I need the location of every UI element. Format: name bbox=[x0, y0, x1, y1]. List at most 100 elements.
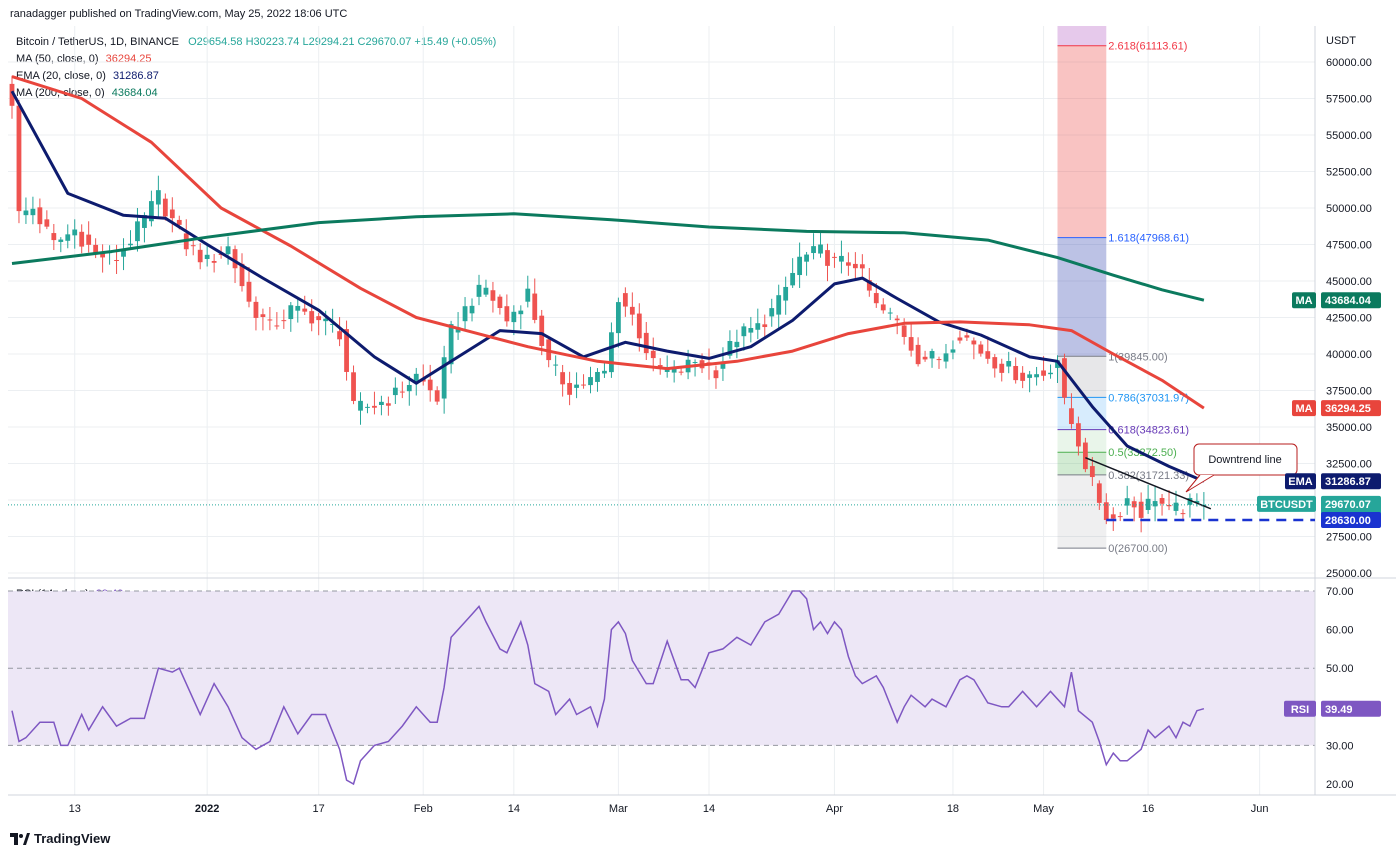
candle-up bbox=[943, 353, 949, 362]
price-tag-name-box bbox=[1257, 495, 1316, 512]
rsi-tag-value: 39.49 bbox=[1325, 704, 1353, 716]
candle-down bbox=[114, 259, 119, 261]
candle-down bbox=[1159, 497, 1165, 504]
candle-down bbox=[915, 344, 921, 365]
candle-up bbox=[323, 318, 329, 322]
price-tag-value: 31286.87 bbox=[1325, 476, 1371, 488]
tradingview-logo[interactable]: TradingView bbox=[10, 831, 110, 846]
candle-up bbox=[748, 328, 754, 333]
candle-up bbox=[790, 272, 796, 286]
candle-down bbox=[316, 316, 322, 321]
candle-up bbox=[609, 332, 614, 373]
candle-down bbox=[922, 356, 928, 360]
candle-up bbox=[1055, 360, 1060, 368]
candle-up bbox=[553, 364, 559, 366]
candle-up bbox=[483, 287, 489, 295]
candle-down bbox=[1013, 366, 1019, 381]
candle-up bbox=[518, 310, 524, 315]
brand-name: TradingView bbox=[34, 831, 111, 846]
time-tick-label: 14 bbox=[703, 803, 715, 815]
candle-down bbox=[539, 315, 545, 346]
candle-up bbox=[783, 286, 789, 301]
candle-up bbox=[1194, 500, 1200, 503]
candle-up bbox=[839, 255, 844, 262]
candle-down bbox=[162, 198, 168, 217]
candle-up bbox=[1187, 497, 1193, 505]
fib-level-label: 1.618(47968.61) bbox=[1108, 233, 1189, 245]
candle-down bbox=[873, 293, 879, 304]
candle-down bbox=[650, 350, 656, 359]
candle-down bbox=[1082, 442, 1088, 470]
candle-down bbox=[866, 280, 872, 291]
candle-down bbox=[197, 249, 203, 263]
candle-down bbox=[427, 379, 433, 391]
rsi-tick-label: 20.00 bbox=[1326, 779, 1354, 791]
rsi-tick-label: 50.00 bbox=[1326, 663, 1354, 675]
publisher-note: ranadagger published on TradingView.com,… bbox=[10, 8, 348, 20]
rsi-tick-label: 70.00 bbox=[1326, 586, 1354, 598]
candle-up bbox=[818, 244, 823, 254]
price-tag-name: MA bbox=[1295, 403, 1312, 415]
candle-up bbox=[295, 305, 301, 311]
candle-up bbox=[769, 308, 775, 317]
price-axis-unit: USDT bbox=[1326, 35, 1356, 47]
time-tick-label: Mar bbox=[609, 803, 628, 815]
annotation-pointer bbox=[1185, 474, 1215, 493]
candle-up bbox=[204, 254, 210, 259]
price-tick-label: 50000.00 bbox=[1326, 203, 1372, 215]
price-tick-label: 25000.00 bbox=[1326, 568, 1372, 580]
ohlc-readout: O29654.58 H30223.74 L29294.21 C29670.07 … bbox=[188, 36, 497, 48]
fib-level-label: 0.382(31721.33) bbox=[1108, 470, 1189, 482]
candle-down bbox=[567, 382, 572, 395]
downtrend-line bbox=[1085, 456, 1212, 510]
candle-down bbox=[260, 314, 266, 318]
candle-down bbox=[908, 337, 914, 351]
fib-band bbox=[1057, 45, 1107, 238]
candle-down bbox=[846, 262, 851, 266]
candle-down bbox=[434, 390, 440, 402]
legend-ema20[interactable]: EMA (20, close, 0) 31286.87 bbox=[16, 70, 159, 82]
candle-down bbox=[992, 357, 998, 369]
candle-up bbox=[664, 368, 670, 372]
candle-down bbox=[232, 249, 238, 269]
candle-up bbox=[469, 305, 475, 314]
candle-up bbox=[741, 326, 747, 337]
annotation-text: Downtrend line bbox=[1208, 454, 1281, 466]
candle-up bbox=[525, 288, 531, 302]
downtrend-annotation: Downtrend line bbox=[1185, 443, 1298, 493]
candle-down bbox=[560, 372, 566, 385]
candle-up bbox=[72, 229, 78, 236]
candle-down bbox=[372, 405, 377, 408]
candle-up bbox=[1124, 498, 1130, 506]
candle-down bbox=[211, 261, 217, 263]
candle-up bbox=[588, 377, 593, 386]
price-tags: 43684.04MA36294.25MA31286.87EMA29670.070… bbox=[1257, 292, 1381, 717]
candle-down bbox=[957, 337, 963, 341]
candle-up bbox=[448, 324, 454, 365]
price-tick-label: 60000.00 bbox=[1326, 57, 1372, 69]
candle-down bbox=[86, 234, 92, 245]
candle-down bbox=[832, 256, 837, 258]
candle-up bbox=[462, 306, 468, 322]
candle-up bbox=[811, 246, 816, 254]
candle-down bbox=[385, 403, 391, 406]
legend-symbol[interactable]: Bitcoin / TetherUS, 1D, BINANCE O29654.5… bbox=[16, 36, 496, 48]
candle-up bbox=[65, 234, 71, 241]
time-tick-label: 16 bbox=[1142, 803, 1154, 815]
fib-band bbox=[1057, 237, 1107, 357]
rsi-tag bbox=[1321, 700, 1381, 717]
price-tag-value: 28630.00 bbox=[1325, 515, 1371, 527]
candle-down bbox=[281, 320, 287, 322]
candle-down bbox=[1069, 408, 1074, 425]
candle-up bbox=[734, 341, 740, 348]
price-tick-label: 47500.00 bbox=[1326, 240, 1372, 252]
candle-up bbox=[1006, 361, 1012, 367]
candle-down bbox=[971, 340, 977, 345]
time-tick-label: Apr bbox=[826, 803, 843, 815]
price-tag-name-box bbox=[1292, 400, 1316, 417]
candle-down bbox=[1180, 513, 1186, 515]
candle-up bbox=[574, 384, 579, 388]
candle-up bbox=[595, 371, 600, 382]
candle-down bbox=[629, 306, 635, 315]
